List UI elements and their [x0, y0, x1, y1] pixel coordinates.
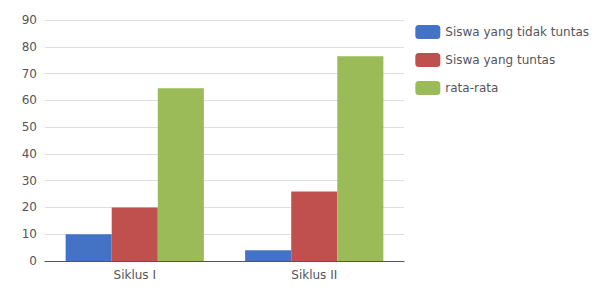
svg-text:40: 40 — [22, 147, 37, 161]
svg-text:70: 70 — [22, 67, 37, 81]
svg-text:30: 30 — [22, 174, 37, 188]
svg-text:80: 80 — [22, 40, 37, 54]
svg-text:0: 0 — [29, 254, 37, 268]
svg-text:10: 10 — [22, 227, 37, 241]
svg-text:20: 20 — [22, 200, 37, 214]
svg-text:Siklus I: Siklus I — [114, 268, 156, 282]
svg-text:90: 90 — [22, 13, 37, 27]
svg-text:Siswa yang tuntas: Siswa yang tuntas — [445, 53, 555, 67]
svg-text:Siklus II: Siklus II — [291, 268, 337, 282]
svg-text:rata-rata: rata-rata — [445, 81, 498, 95]
svg-text:50: 50 — [22, 120, 37, 134]
svg-text:Siswa yang tidak tuntas: Siswa yang tidak tuntas — [445, 25, 589, 39]
svg-text:60: 60 — [22, 93, 37, 107]
